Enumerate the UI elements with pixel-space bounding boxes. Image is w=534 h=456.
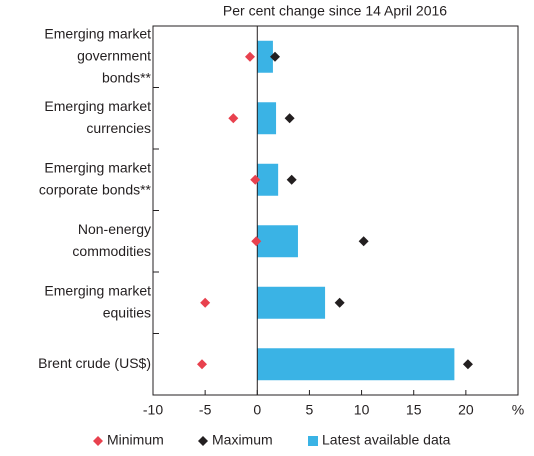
legend-label: Minimum [107,432,164,448]
y-tick-label: Emerging market [44,25,151,41]
legend-swatch [93,436,103,446]
y-tick-label: commodities [72,243,151,259]
bar [257,286,326,319]
marker [286,174,297,185]
marker [228,113,239,124]
marker [462,359,473,370]
y-tick-label: corporate bonds** [39,181,152,197]
bar [257,102,277,135]
marker [251,236,262,247]
y-tick-label: Emerging market [44,282,151,298]
x-tick-label: 0 [253,402,261,418]
legend-swatch [308,436,318,446]
y-tick-label: government [77,47,151,63]
y-tick-label: equities [103,304,151,320]
legend-label: Maximum [212,432,273,448]
marker [358,236,369,247]
bar [257,163,279,196]
marker [284,113,295,124]
y-tick-label: currencies [86,120,151,136]
marker [197,359,208,370]
marker [334,297,345,308]
y-tick-label: Emerging market [44,159,151,175]
y-tick-label: bonds** [102,69,152,85]
x-axis-unit: % [512,402,524,418]
legend-label: Latest available data [322,432,451,448]
bar [257,40,273,73]
marker [270,51,281,62]
bar [257,225,298,258]
plot-frame [152,25,519,396]
x-tick-label: 15 [406,402,422,418]
marker [250,174,261,185]
x-tick-label: 10 [354,402,370,418]
y-tick-label: Non-energy [78,221,151,237]
x-tick-label: -10 [143,402,163,418]
legend-swatch [198,436,208,446]
y-tick-label: Emerging market [44,98,151,114]
chart-title: Per cent change since 14 April 2016 [223,3,447,19]
marker [200,297,211,308]
x-tick-label: -5 [199,402,212,418]
bar [257,348,455,381]
x-tick-label: 5 [306,402,314,418]
y-tick-label: Brent crude (US$) [38,355,151,371]
x-tick-label: 20 [458,402,474,418]
marker [244,51,255,62]
